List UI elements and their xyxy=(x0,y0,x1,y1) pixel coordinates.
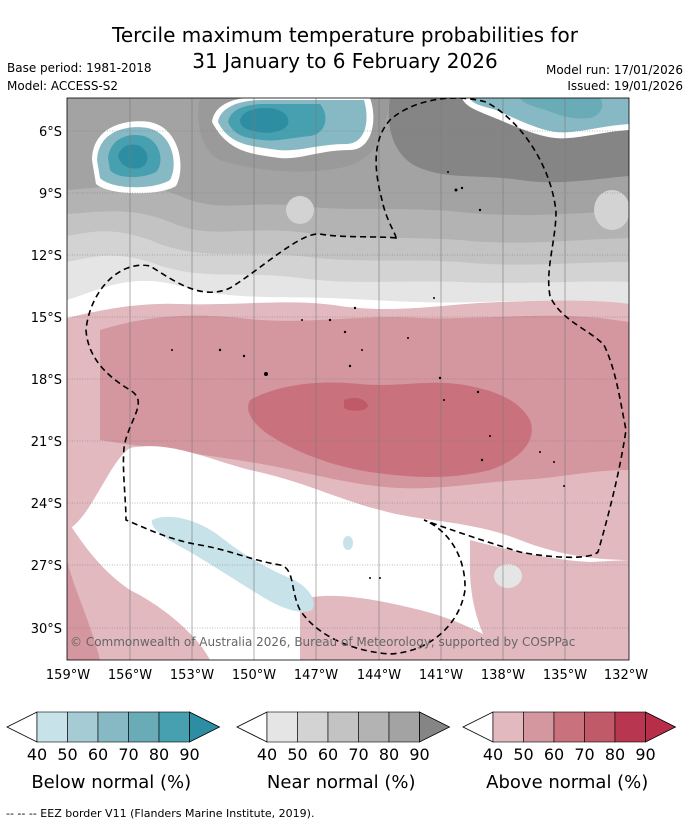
model-run: Model run: 17/01/2026 xyxy=(545,63,683,77)
lon-label: 147°W xyxy=(294,668,338,683)
below-normal-blob-west-90 xyxy=(118,144,148,169)
colorbar-swatch xyxy=(492,711,524,743)
colorbar-tick-label: 80 xyxy=(149,745,169,764)
lon-label: 141°W xyxy=(419,668,463,683)
below-normal-patch xyxy=(343,536,353,550)
eez-borders xyxy=(85,98,627,655)
colorbar-tick-label: 70 xyxy=(348,745,368,764)
colorbar-swatch xyxy=(266,711,298,743)
map-fill-layers xyxy=(67,98,629,660)
near-normal-patch-south xyxy=(494,564,522,588)
eez-note: -- -- -- EEZ border V11 (Flanders Marine… xyxy=(6,807,315,820)
lat-label: 12°S xyxy=(31,249,62,264)
below-normal-blob-ne-80 xyxy=(520,98,603,119)
colorbar-tick-label: 80 xyxy=(605,745,625,764)
lon-label: 135°W xyxy=(543,668,587,683)
colorbar-swatch xyxy=(128,711,160,743)
below-normal-south-band xyxy=(151,516,314,612)
colorbar-tick-label: 40 xyxy=(483,745,503,764)
colorbar-tick-label: 50 xyxy=(287,745,307,764)
colorbar-tick-label: 90 xyxy=(635,745,655,764)
lat-label: 9°S xyxy=(39,187,62,202)
lon-label: 159°W xyxy=(46,668,90,683)
colorbar-swatch xyxy=(388,711,420,743)
colorbar-arrow-low xyxy=(6,711,38,743)
lon-label: 144°W xyxy=(357,668,401,683)
colorbar-tick-label: 60 xyxy=(544,745,564,764)
colorbar-tick-label: 60 xyxy=(318,745,338,764)
map-frame xyxy=(66,97,630,661)
lat-label: 18°S xyxy=(31,373,62,388)
colorbar-tick-label: 40 xyxy=(27,745,47,764)
colorbar-tick-label: 60 xyxy=(88,745,108,764)
colorbar-tick-label: 90 xyxy=(179,745,199,764)
colorbar-swatch xyxy=(614,711,646,743)
colorbar-arrow-high xyxy=(419,711,451,743)
colorbar-title: Above normal (%) xyxy=(486,772,648,793)
title-line-2: 31 January to 6 February 2026 xyxy=(192,49,498,73)
lon-label: 153°W xyxy=(170,668,214,683)
lon-label: 132°W xyxy=(604,668,648,683)
colorbar-swatch xyxy=(553,711,585,743)
islands xyxy=(171,171,565,579)
graticule xyxy=(67,130,629,629)
lat-label: 21°S xyxy=(31,435,62,450)
lat-label: 15°S xyxy=(31,311,62,326)
colorbar-tick-label: 50 xyxy=(57,745,77,764)
title-line-1: Tercile maximum temperature probabilitie… xyxy=(112,23,578,47)
colorbar-swatch xyxy=(36,711,68,743)
lon-labels: 159°W 156°W 153°W 150°W 147°W 144°W 141°… xyxy=(46,668,648,683)
lon-label: 138°W xyxy=(481,668,525,683)
above-normal-south-west xyxy=(67,520,210,660)
probability-map: © Commonwealth of Australia 2026, Bureau… xyxy=(31,97,648,683)
colorbar-swatch xyxy=(523,711,555,743)
colorbar-above-normal: 40 50 60 70 80 90 Above normal (%) xyxy=(462,711,677,793)
copyright-text: © Commonwealth of Australia 2026, Bureau… xyxy=(70,635,575,649)
meridians xyxy=(129,98,566,660)
colorbar-arrow-low xyxy=(462,711,494,743)
below-normal-blob-central-90 xyxy=(240,108,289,133)
above-normal-darker-region xyxy=(344,398,368,411)
lat-label: 27°S xyxy=(31,559,62,574)
above-normal-dark-region xyxy=(248,382,532,477)
colorbar-tick-label: 50 xyxy=(513,745,533,764)
lat-label: 24°S xyxy=(31,497,62,512)
colorbar-tick-label: 90 xyxy=(409,745,429,764)
colorbar-swatch xyxy=(97,711,129,743)
colorbar-swatch xyxy=(358,711,390,743)
colorbar-arrow-low xyxy=(236,711,268,743)
above-normal-south-west-dark xyxy=(67,560,100,660)
colorbar-arrow-high xyxy=(189,711,221,743)
colorbar-below-normal: 40 50 60 70 80 90 Below normal (%) xyxy=(6,711,221,793)
near-normal-patch xyxy=(286,196,314,224)
lat-label: 6°S xyxy=(39,125,62,140)
colorbar-swatch xyxy=(327,711,359,743)
colorbar-title: Below normal (%) xyxy=(31,772,191,793)
colorbar-arrow-high xyxy=(645,711,677,743)
issued-date: Issued: 19/01/2026 xyxy=(567,79,683,93)
lat-label: 30°S xyxy=(31,622,62,637)
colorbar-tick-label: 40 xyxy=(257,745,277,764)
colorbar-tick-label: 70 xyxy=(118,745,138,764)
colorbar-tick-label: 70 xyxy=(574,745,594,764)
lon-label: 150°W xyxy=(232,668,276,683)
colorbar-swatch xyxy=(67,711,99,743)
model-name: Model: ACCESS-S2 xyxy=(7,79,119,93)
lat-labels: 6°S 9°S 12°S 15°S 18°S 21°S 24°S 27°S 30… xyxy=(31,125,62,637)
near-normal-patch xyxy=(594,190,629,230)
base-period: Base period: 1981-2018 xyxy=(7,61,152,75)
colorbar-swatch xyxy=(297,711,329,743)
colorbar-tick-label: 80 xyxy=(379,745,399,764)
map-title: Tercile maximum temperature probabilitie… xyxy=(0,22,690,74)
colorbar-swatch xyxy=(158,711,190,743)
colorbar-near-normal: 40 50 60 70 80 90 Near normal (%) xyxy=(236,711,451,793)
lon-label: 156°W xyxy=(108,668,152,683)
colorbar-title: Near normal (%) xyxy=(267,772,416,793)
colorbar-swatch xyxy=(584,711,616,743)
colorbar-legend: 40 50 60 70 80 90 Below normal (%) 40 50 60 70 80 9… xyxy=(6,711,677,793)
